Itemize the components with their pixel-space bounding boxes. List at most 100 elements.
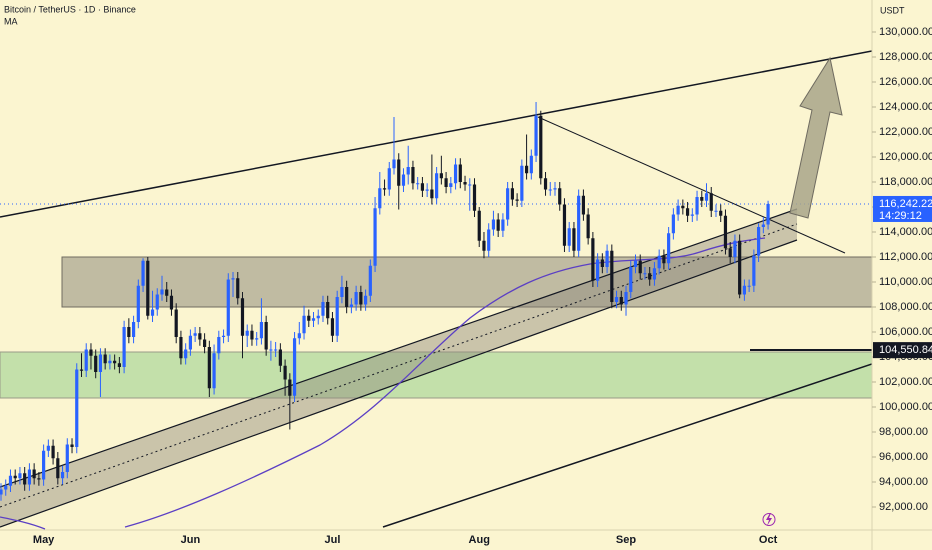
candle-body: [349, 304, 353, 307]
candle-body: [226, 279, 230, 336]
y-tick-label: 120,000.00: [879, 151, 932, 163]
price-axis: 92,000.00 94,000.00 96,000.00 98,000.00 100,…: [872, 26, 932, 513]
candle-body: [491, 219, 496, 230]
candle-body: [700, 197, 704, 201]
candle-body: [150, 309, 155, 316]
x-tick-label: Oct: [759, 534, 778, 546]
candle-body: [657, 255, 661, 269]
y-tick-label: 110,000.00: [879, 276, 932, 288]
candles: [0, 102, 770, 501]
candle-body: [250, 330, 254, 340]
countdown-label: 14:29:12: [879, 210, 922, 222]
candle-body: [695, 197, 699, 215]
candle-body: [468, 184, 472, 186]
candle-body: [240, 298, 245, 336]
chart-title: Bitcoin / TetherUS · 1D · Binance: [4, 4, 136, 14]
candle-body: [75, 369, 79, 447]
candle-body: [638, 260, 642, 274]
candle-body: [203, 339, 207, 347]
candle-body: [719, 210, 723, 216]
event-icon: [766, 513, 772, 526]
resistance-zone: [61, 256, 872, 308]
candle-body: [449, 183, 453, 187]
candle-body: [648, 273, 652, 280]
candle-body: [136, 285, 140, 322]
candle-body: [316, 315, 320, 319]
candle-body: [430, 189, 434, 199]
candle-body: [420, 183, 425, 191]
candle-body: [326, 302, 330, 319]
candle-body: [84, 349, 88, 371]
candle-body: [392, 159, 396, 169]
candle-body: [27, 469, 32, 485]
x-tick-label: May: [33, 534, 55, 546]
candle-body: [387, 168, 391, 190]
candle-body: [8, 475, 13, 486]
candle-body: [274, 349, 278, 351]
candle-body: [330, 318, 335, 336]
drawings: [0, 50, 872, 530]
candle-body: [335, 297, 339, 336]
y-tick-label: 102,000.00: [879, 376, 932, 388]
level-tag: [873, 342, 932, 359]
candle-body: [681, 205, 685, 209]
candle-body: [354, 292, 358, 305]
candle-body: [231, 278, 235, 280]
upper-trendline: [0, 50, 872, 218]
y-tick-label: 96,000.00: [879, 451, 928, 463]
candle-body: [506, 188, 510, 220]
indicator-label: MA: [4, 16, 18, 26]
candle-body: [558, 188, 562, 205]
candle-body: [311, 318, 316, 321]
candle-body: [65, 444, 69, 472]
candle-body: [255, 338, 259, 340]
lower-trendline: [382, 363, 872, 528]
candle-body: [46, 445, 50, 451]
y-tick-label: 128,000.00: [879, 51, 932, 63]
candle-body: [378, 188, 382, 209]
support-zone: [0, 351, 872, 399]
y-tick-label: 98,000.00: [879, 426, 928, 438]
candle-body: [733, 240, 737, 257]
candle-body: [586, 214, 590, 239]
y-tick-label: 92,000.00: [879, 501, 928, 513]
candle-body: [444, 178, 448, 187]
candle-body: [259, 322, 264, 339]
candle-body: [676, 205, 680, 215]
candle-body: [51, 445, 55, 459]
candle-body: [401, 174, 406, 186]
candle-body: [283, 365, 287, 380]
candle-body: [596, 259, 600, 281]
candle-body: [131, 322, 136, 337]
y-tick-label: 94,000.00: [879, 476, 928, 488]
candle-body: [619, 297, 623, 305]
candle-body: [709, 193, 713, 211]
candle-body: [307, 315, 311, 321]
candle-body: [757, 227, 761, 256]
candle-body: [89, 349, 93, 356]
candle-body: [624, 292, 628, 305]
candle-body: [297, 333, 301, 339]
candle-body: [288, 379, 292, 396]
candle-body: [610, 250, 614, 302]
candle-body: [458, 164, 462, 182]
candle-body: [652, 268, 657, 280]
candle-body: [373, 208, 377, 266]
projection-arrow: [789, 56, 843, 219]
candle-body: [212, 353, 216, 389]
y-tick-label: 122,000.00: [879, 126, 932, 138]
candle-body: [761, 224, 765, 227]
candle-body: [671, 214, 675, 234]
candle-body: [108, 360, 112, 364]
moving-average: [124, 237, 766, 528]
candle-body: [524, 165, 529, 174]
candle-body: [23, 473, 27, 485]
candle-body: [340, 287, 344, 297]
candle-body: [79, 369, 84, 371]
currency-label: USDT: [880, 5, 905, 15]
candle-body: [359, 292, 363, 305]
candle-body: [4, 485, 8, 490]
candle-body: [245, 330, 249, 336]
candle-body: [188, 335, 192, 350]
